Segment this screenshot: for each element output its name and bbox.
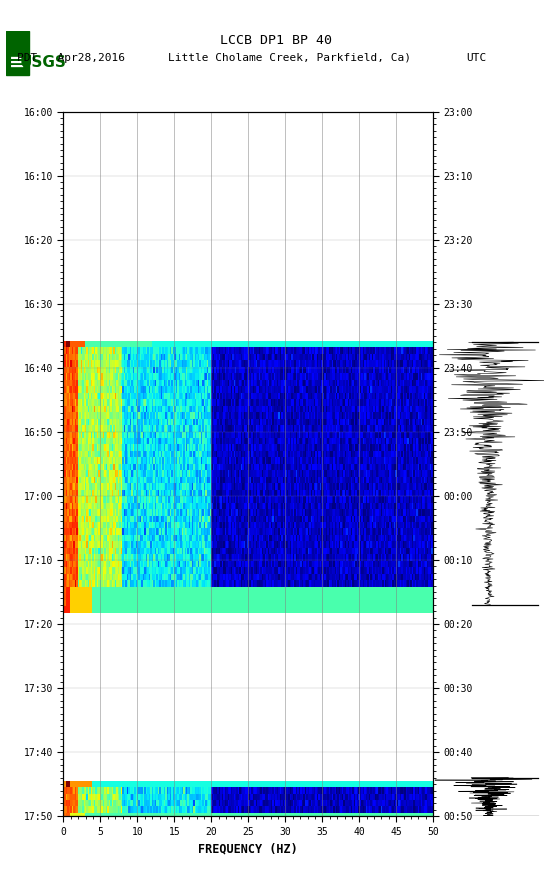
Text: PDT   Apr28,2016: PDT Apr28,2016 [17, 53, 125, 63]
Text: UTC: UTC [466, 53, 487, 63]
X-axis label: FREQUENCY (HZ): FREQUENCY (HZ) [199, 842, 298, 855]
Text: LCCB DP1 BP 40: LCCB DP1 BP 40 [220, 34, 332, 46]
Text: ≡: ≡ [9, 53, 25, 72]
Text: Little Cholame Creek, Parkfield, Ca): Little Cholame Creek, Parkfield, Ca) [168, 53, 411, 63]
Text: USGS: USGS [20, 55, 67, 70]
Bar [6, 31, 29, 75]
